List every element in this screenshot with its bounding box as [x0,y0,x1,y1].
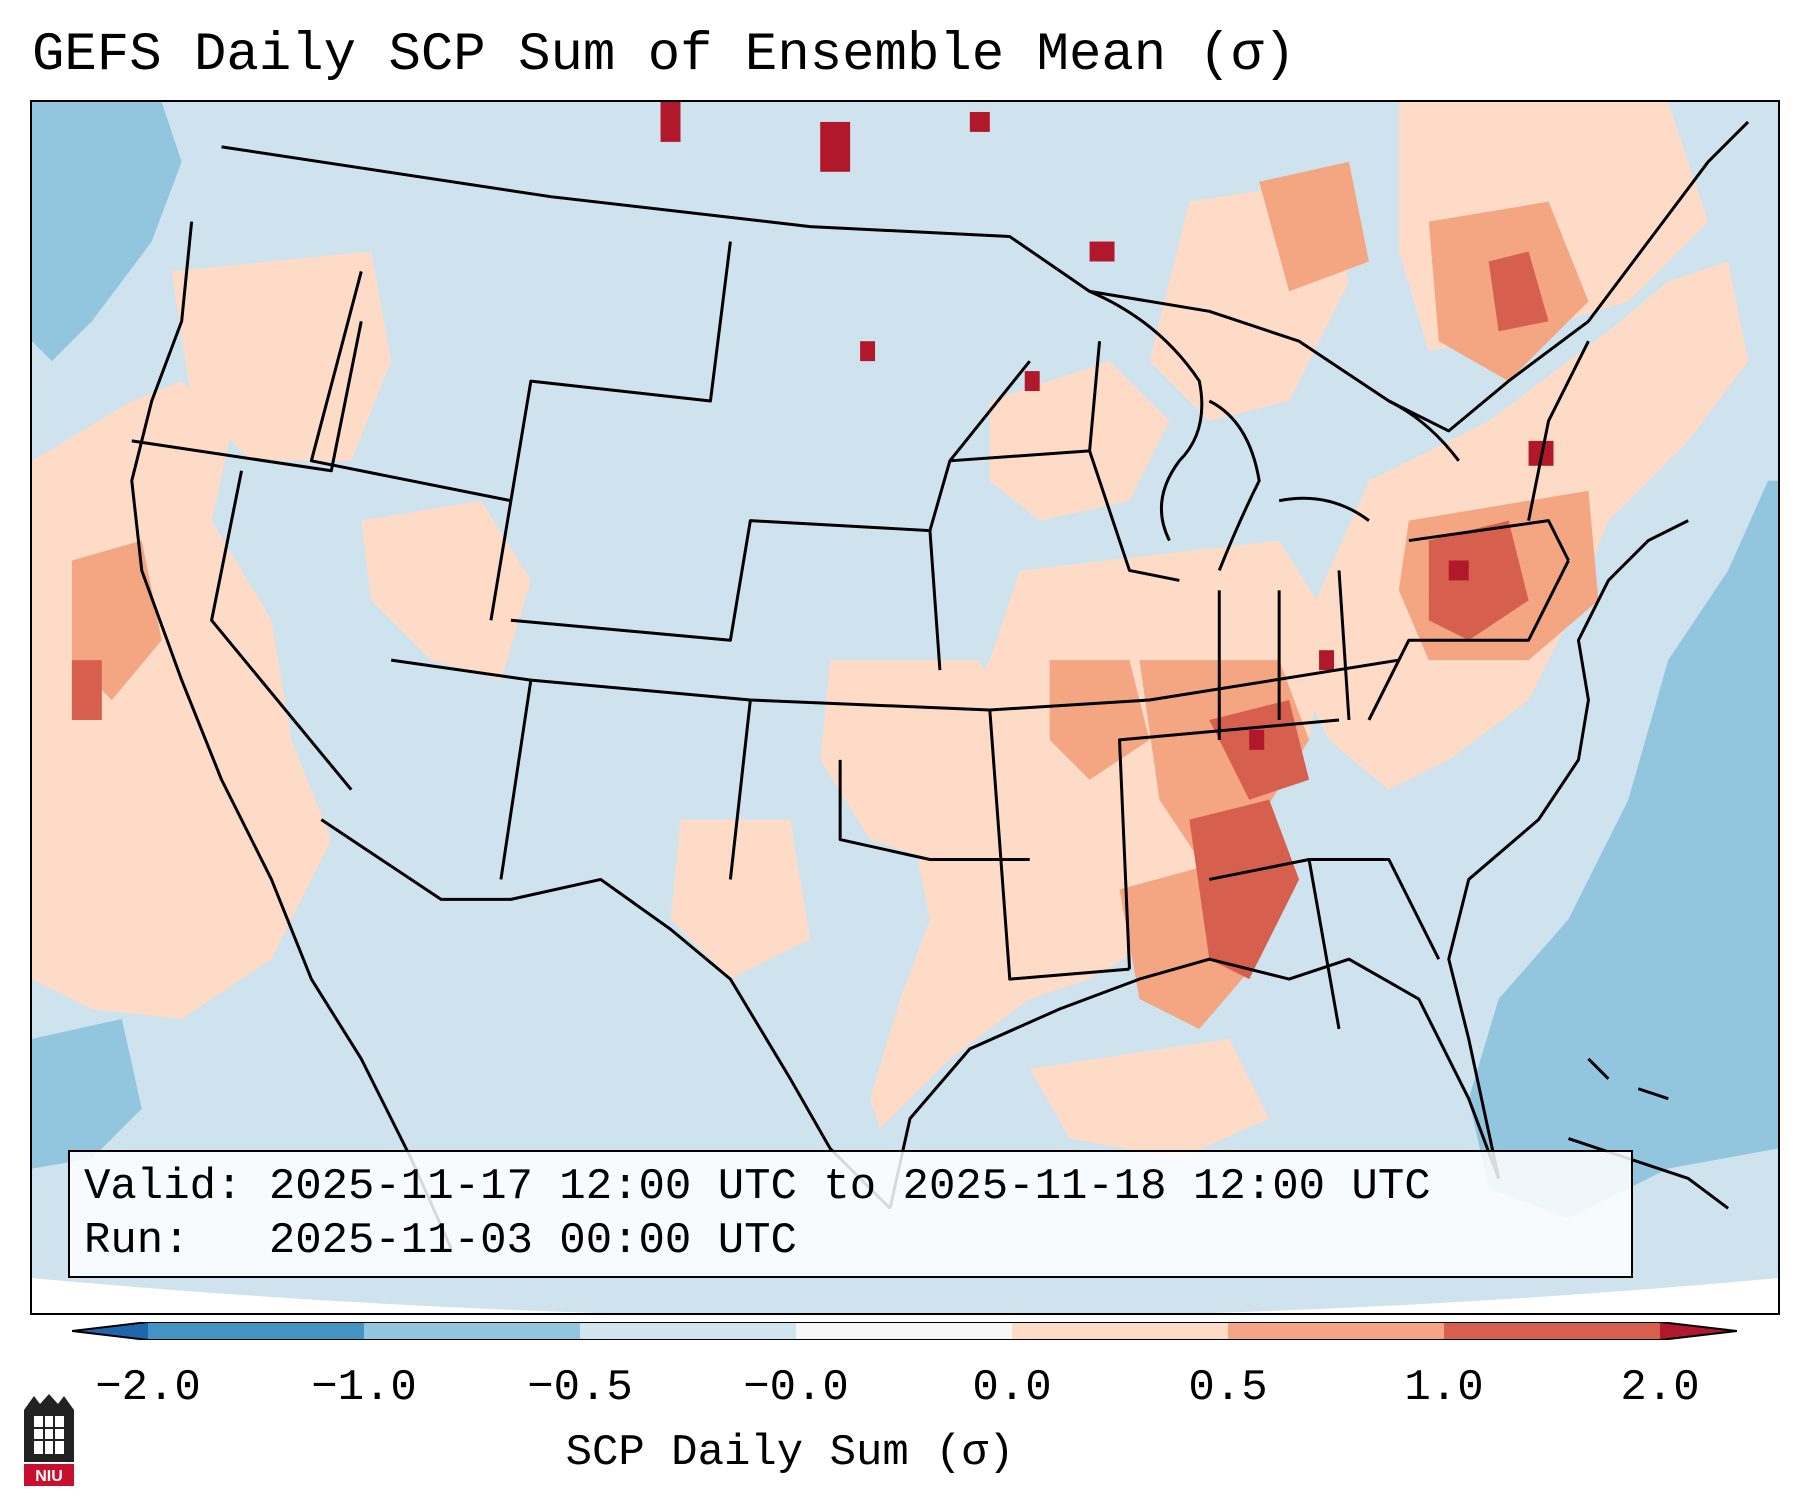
political-borders [130,120,1750,1249]
colorbar-bin-5 [1012,1322,1228,1340]
run-line: Run: 2025-11-03 00:00 UTC [84,1214,1617,1268]
projection-edge [32,1278,1778,1313]
colorbar-bin-7 [1444,1322,1660,1340]
colorbar-tick-6: 0.5 [1188,1363,1268,1413]
valid-line: Valid: 2025-11-17 12:00 UTC to 2025-11-1… [84,1160,1617,1214]
run-label: Run: [84,1216,190,1266]
niu-logo-icon: NIU [24,1394,74,1486]
colorbar-bin-1 [148,1322,364,1340]
colorbar-tick-8: 2.0 [1620,1363,1700,1413]
negative-anomaly-regions [32,102,1778,1219]
colorbar-tick-7: 1.0 [1404,1363,1484,1413]
colorbar-extend-low [72,1322,148,1340]
colorbar [72,1322,1737,1340]
extreme-positive-regions [660,102,1554,750]
colorbar-bin-2 [364,1322,580,1340]
logo-text: NIU [35,1468,63,1485]
colorbar-tick-1: −2.0 [95,1363,201,1413]
info-box: Valid: 2025-11-17 12:00 UTC to 2025-11-1… [68,1150,1633,1278]
colorbar-extend-high [1660,1322,1737,1340]
colorbar-bin-3 [580,1322,796,1340]
valid-label: Valid: [84,1162,243,1212]
map-frame [30,100,1780,1315]
colorbar-tick-3: −0.5 [527,1363,633,1413]
scp-map [32,102,1778,1313]
colorbar-label: SCP Daily Sum (σ) [565,1428,1015,1478]
colorbar-tick-5: 0.0 [972,1363,1052,1413]
chart-title: GEFS Daily SCP Sum of Ensemble Mean (σ) [32,25,1296,86]
valid-value: 2025-11-17 12:00 UTC to 2025-11-18 12:00… [268,1162,1431,1212]
colorbar-tick-2: −1.0 [311,1363,417,1413]
colorbar-tick-4: −0.0 [743,1363,849,1413]
colorbar-bin-4 [796,1322,1012,1340]
run-value: 2025-11-03 00:00 UTC [268,1216,797,1266]
colorbar-bin-6 [1228,1322,1444,1340]
